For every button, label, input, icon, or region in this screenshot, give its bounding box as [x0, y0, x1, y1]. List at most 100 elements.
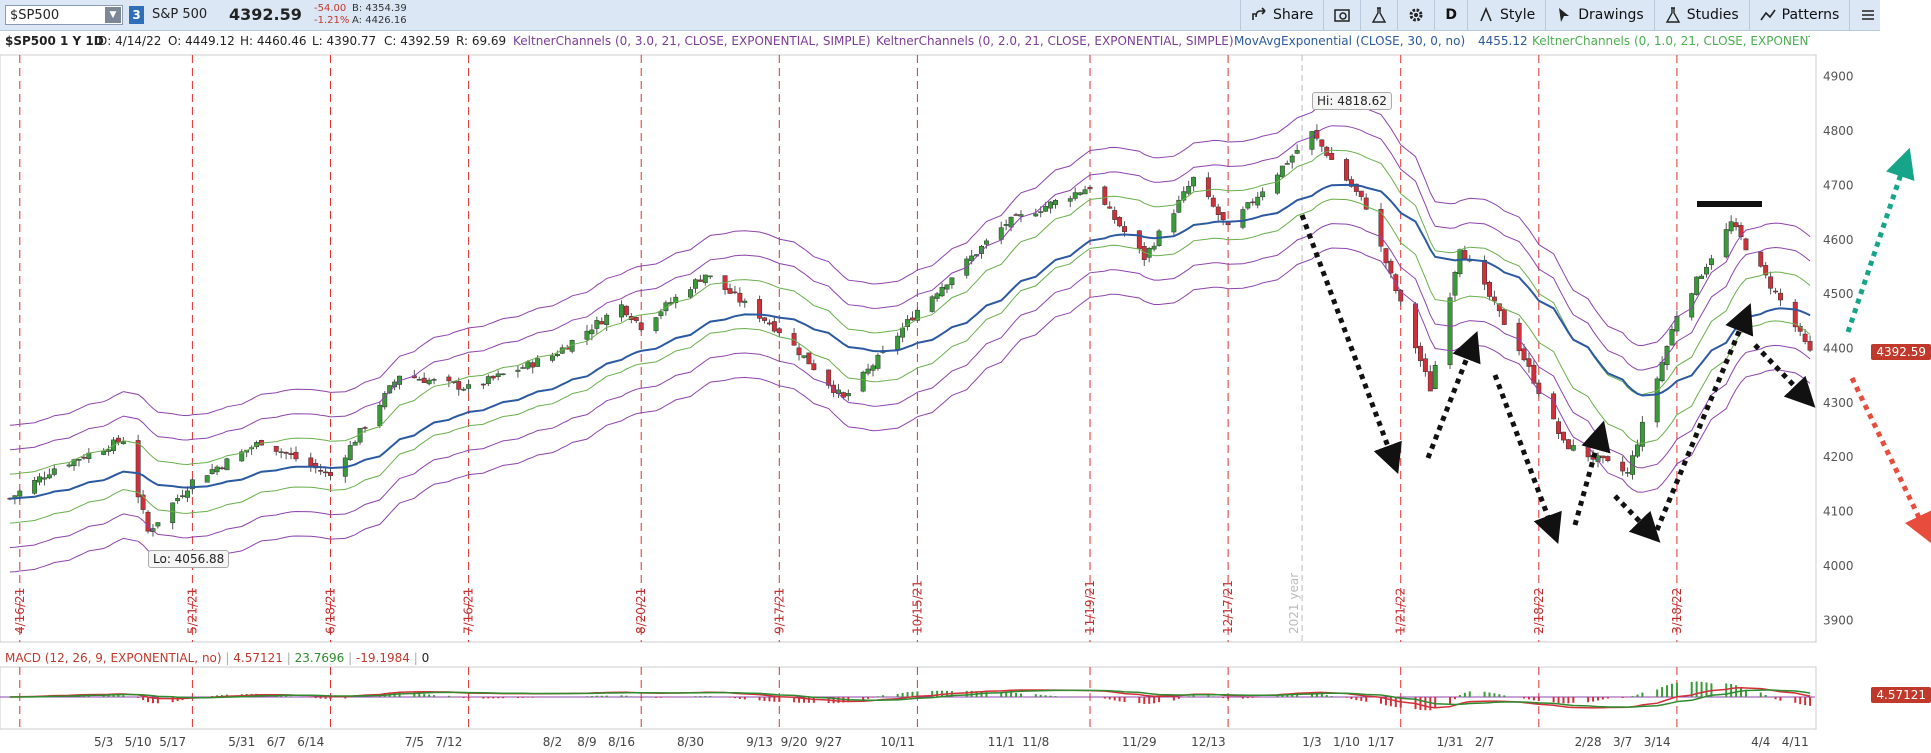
candle: [392, 381, 398, 388]
candle: [416, 379, 422, 381]
menu-button[interactable]: [1849, 0, 1886, 30]
settings-button[interactable]: [1397, 0, 1434, 30]
candle: [1674, 315, 1680, 332]
x-tick-label: 3/14: [1644, 735, 1671, 749]
snapshot-button[interactable]: [1323, 0, 1360, 30]
style-button[interactable]: Style: [1467, 0, 1545, 30]
symbol-input[interactable]: $SP500: [5, 5, 123, 25]
x-tick-label: 11/1: [988, 735, 1015, 749]
candle: [1319, 139, 1325, 147]
candle: [515, 369, 521, 372]
candle: [42, 477, 47, 480]
symbol-dropdown-icon[interactable]: ▼: [105, 7, 121, 23]
candle: [1284, 163, 1290, 165]
candle: [1398, 289, 1404, 302]
study-ema-30[interactable]: MovAvgExponential (CLOSE, 30, 0, no): [1234, 34, 1466, 48]
trend-arrow: [1654, 303, 1754, 531]
candle: [905, 319, 910, 327]
high-annotation: Hi: 4818.62: [1312, 92, 1392, 110]
y-tick-label: 4900: [1823, 70, 1854, 84]
candle: [875, 354, 881, 369]
candle: [1427, 371, 1433, 392]
macd-info: MACD (12, 26, 9, EXPONENTIAL, no) | 4.57…: [5, 651, 430, 665]
candle: [288, 453, 294, 455]
share-button[interactable]: Share: [1240, 0, 1323, 30]
study-info-bar: $SP500 1 Y 1D D: 4/14/22 O: 4449.12 H: 4…: [0, 31, 1810, 53]
link-group-badge[interactable]: 3: [129, 6, 144, 24]
candle: [145, 511, 151, 532]
candle: [500, 373, 506, 376]
x-tick-label: 4/11: [1782, 735, 1809, 749]
candle: [1699, 275, 1705, 279]
candle: [1413, 303, 1418, 349]
candle: [1186, 185, 1192, 194]
candle: [106, 449, 112, 452]
candle: [51, 468, 57, 475]
macd-line: [9, 687, 1811, 709]
candle: [673, 296, 679, 304]
candle: [535, 358, 541, 367]
candle: [328, 471, 333, 476]
candle: [520, 367, 526, 369]
candle: [653, 317, 659, 332]
macd-zero: 0: [421, 651, 430, 665]
candle: [1526, 358, 1532, 367]
x-tick-label: 5/3: [94, 735, 113, 749]
study-keltner-1[interactable]: KeltnerChannels (0, 1.0, 21, CLOSE, EXPO…: [1532, 34, 1810, 48]
candle: [1151, 245, 1157, 250]
candle: [480, 383, 486, 386]
x-tick-label: 9/20: [781, 735, 808, 749]
candle: [204, 475, 210, 483]
x-tick-label: 5/17: [159, 735, 186, 749]
y-tick-label: 3900: [1823, 613, 1854, 627]
period-button[interactable]: D: [1434, 0, 1467, 30]
low-annotation: Lo: 4056.88: [148, 550, 230, 568]
macd-label[interactable]: MACD (12, 26, 9, EXPONENTIAL, no): [5, 651, 222, 665]
candle: [347, 445, 353, 461]
candle: [1107, 206, 1113, 209]
candle: [1723, 229, 1729, 258]
x-tick-label: 8/9: [577, 735, 596, 749]
candle: [742, 300, 748, 303]
y-tick-label: 4400: [1823, 342, 1854, 356]
candle: [1773, 290, 1778, 293]
patterns-button[interactable]: Patterns: [1748, 0, 1850, 30]
candle: [278, 451, 284, 454]
candle: [219, 467, 225, 470]
study-keltner-3[interactable]: KeltnerChannels (0, 3.0, 21, CLOSE, EXPO…: [513, 34, 871, 48]
candle: [81, 456, 87, 459]
expiration-label: 11/19/21: [1083, 580, 1097, 634]
candle: [446, 376, 452, 382]
studies-button[interactable]: Studies: [1653, 0, 1749, 30]
x-tick-label: 1/31: [1437, 735, 1464, 749]
trend-arrow: [1299, 214, 1402, 475]
bid-ask: B: 4354.39 A: 4426.16: [352, 3, 407, 26]
drawings-button[interactable]: Drawings: [1545, 0, 1654, 30]
keltner-band-1: [9, 149, 1811, 475]
candle: [1171, 213, 1177, 233]
trend-arrow: [1613, 494, 1661, 543]
candle: [1457, 249, 1463, 275]
x-tick-label: 9/27: [815, 735, 842, 749]
trend-arrow: [1425, 331, 1481, 459]
candle: [865, 368, 871, 374]
study-keltner-2[interactable]: KeltnerChannels (0, 2.0, 21, CLOSE, EXPO…: [876, 34, 1234, 48]
x-tick-label: 8/30: [677, 735, 704, 749]
candle: [273, 445, 279, 452]
candle: [638, 322, 644, 331]
candle: [732, 291, 738, 294]
candle: [1708, 258, 1714, 266]
candle: [1077, 192, 1083, 195]
x-tick-label: 1/17: [1368, 735, 1395, 749]
candle: [1181, 191, 1187, 201]
candle: [1487, 282, 1492, 297]
candle: [101, 450, 107, 455]
symbol-name: S&P 500: [152, 7, 208, 22]
candle: [1082, 189, 1088, 195]
flask-button[interactable]: [1360, 0, 1397, 30]
x-tick-label: 6/14: [297, 735, 324, 749]
candle: [1038, 211, 1044, 213]
candle: [1329, 153, 1335, 160]
candle: [929, 296, 935, 312]
